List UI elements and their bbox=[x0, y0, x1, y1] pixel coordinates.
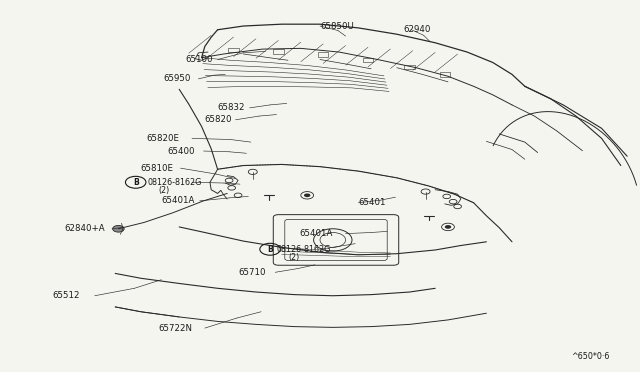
Text: 62940: 62940 bbox=[403, 25, 431, 34]
Text: 62840+A: 62840+A bbox=[64, 224, 104, 233]
Text: 65820: 65820 bbox=[205, 115, 232, 124]
Text: 65722N: 65722N bbox=[159, 324, 193, 333]
Bar bbox=[318, 52, 328, 57]
Text: 65850U: 65850U bbox=[320, 22, 354, 31]
Text: 65100: 65100 bbox=[186, 55, 213, 64]
Text: ^650*0·6: ^650*0·6 bbox=[571, 352, 609, 361]
Text: 08126-8162G: 08126-8162G bbox=[276, 245, 331, 254]
Text: 65400: 65400 bbox=[168, 147, 195, 155]
Text: (2): (2) bbox=[159, 186, 170, 195]
Text: (2): (2) bbox=[288, 253, 300, 262]
Text: 65820E: 65820E bbox=[146, 134, 179, 143]
Circle shape bbox=[113, 225, 124, 232]
Text: B: B bbox=[133, 178, 138, 187]
Text: 65832: 65832 bbox=[218, 103, 245, 112]
Text: 65950: 65950 bbox=[163, 74, 191, 83]
Text: B: B bbox=[268, 245, 273, 254]
Text: 65512: 65512 bbox=[52, 291, 80, 300]
Text: 65810E: 65810E bbox=[141, 164, 174, 173]
Bar bbox=[440, 72, 450, 77]
Text: 08126-8162G: 08126-8162G bbox=[147, 178, 202, 187]
Bar bbox=[273, 49, 284, 54]
Text: 65710: 65710 bbox=[238, 268, 266, 277]
Text: 65401A: 65401A bbox=[300, 229, 333, 238]
Circle shape bbox=[445, 225, 451, 229]
Circle shape bbox=[304, 193, 310, 197]
Bar bbox=[404, 65, 415, 69]
Text: 65401A: 65401A bbox=[161, 196, 195, 205]
Text: 65401: 65401 bbox=[358, 198, 386, 207]
Bar bbox=[228, 48, 239, 52]
Bar bbox=[363, 58, 373, 62]
